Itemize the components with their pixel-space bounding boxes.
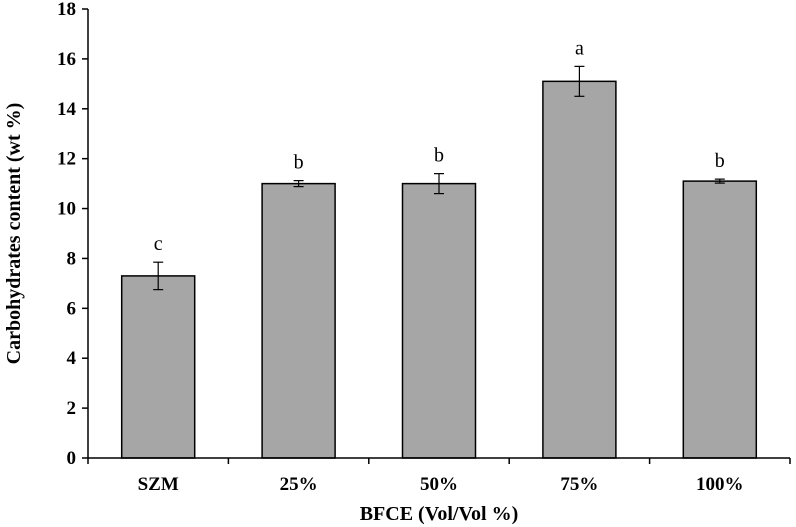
significance-label: b — [715, 150, 725, 172]
bar — [682, 180, 758, 459]
bar — [120, 275, 196, 459]
bar — [261, 182, 336, 459]
x-tick-label: 50% — [420, 474, 458, 495]
x-axis-ticks: SZM 25% 50% 75% 100% — [87, 458, 791, 495]
y-tick-label: 2 — [67, 398, 77, 419]
significance-labels-group: c b b a b — [154, 37, 725, 255]
y-tick-label: 14 — [57, 99, 77, 120]
y-tick-label: 18 — [57, 0, 76, 20]
y-axis-title: Carbohydrates content (wt %) — [3, 103, 25, 365]
bars-group — [120, 80, 758, 459]
significance-label: c — [154, 233, 163, 255]
y-axis-ticks: 0 2 4 6 8 10 12 14 16 18 — [57, 0, 88, 469]
y-tick-label: 0 — [67, 448, 77, 469]
significance-label: b — [294, 152, 304, 174]
y-tick-label: 8 — [67, 248, 77, 269]
significance-label: a — [575, 37, 584, 59]
x-tick-label: SZM — [138, 474, 179, 495]
y-tick-label: 10 — [57, 199, 76, 220]
y-tick-label: 16 — [57, 49, 76, 70]
bar — [542, 80, 617, 459]
y-tick-label: 6 — [67, 298, 77, 319]
y-tick-label: 4 — [67, 348, 77, 369]
y-tick-label: 12 — [57, 149, 76, 170]
x-tick-label: 75% — [560, 474, 598, 495]
significance-label: b — [434, 145, 444, 167]
bar — [401, 182, 477, 459]
x-tick-label: 25% — [280, 474, 318, 495]
x-tick-label: 100% — [696, 474, 744, 495]
x-axis-title: BFCE (Vol/Vol %) — [360, 503, 519, 525]
error-bars-group — [153, 65, 725, 291]
